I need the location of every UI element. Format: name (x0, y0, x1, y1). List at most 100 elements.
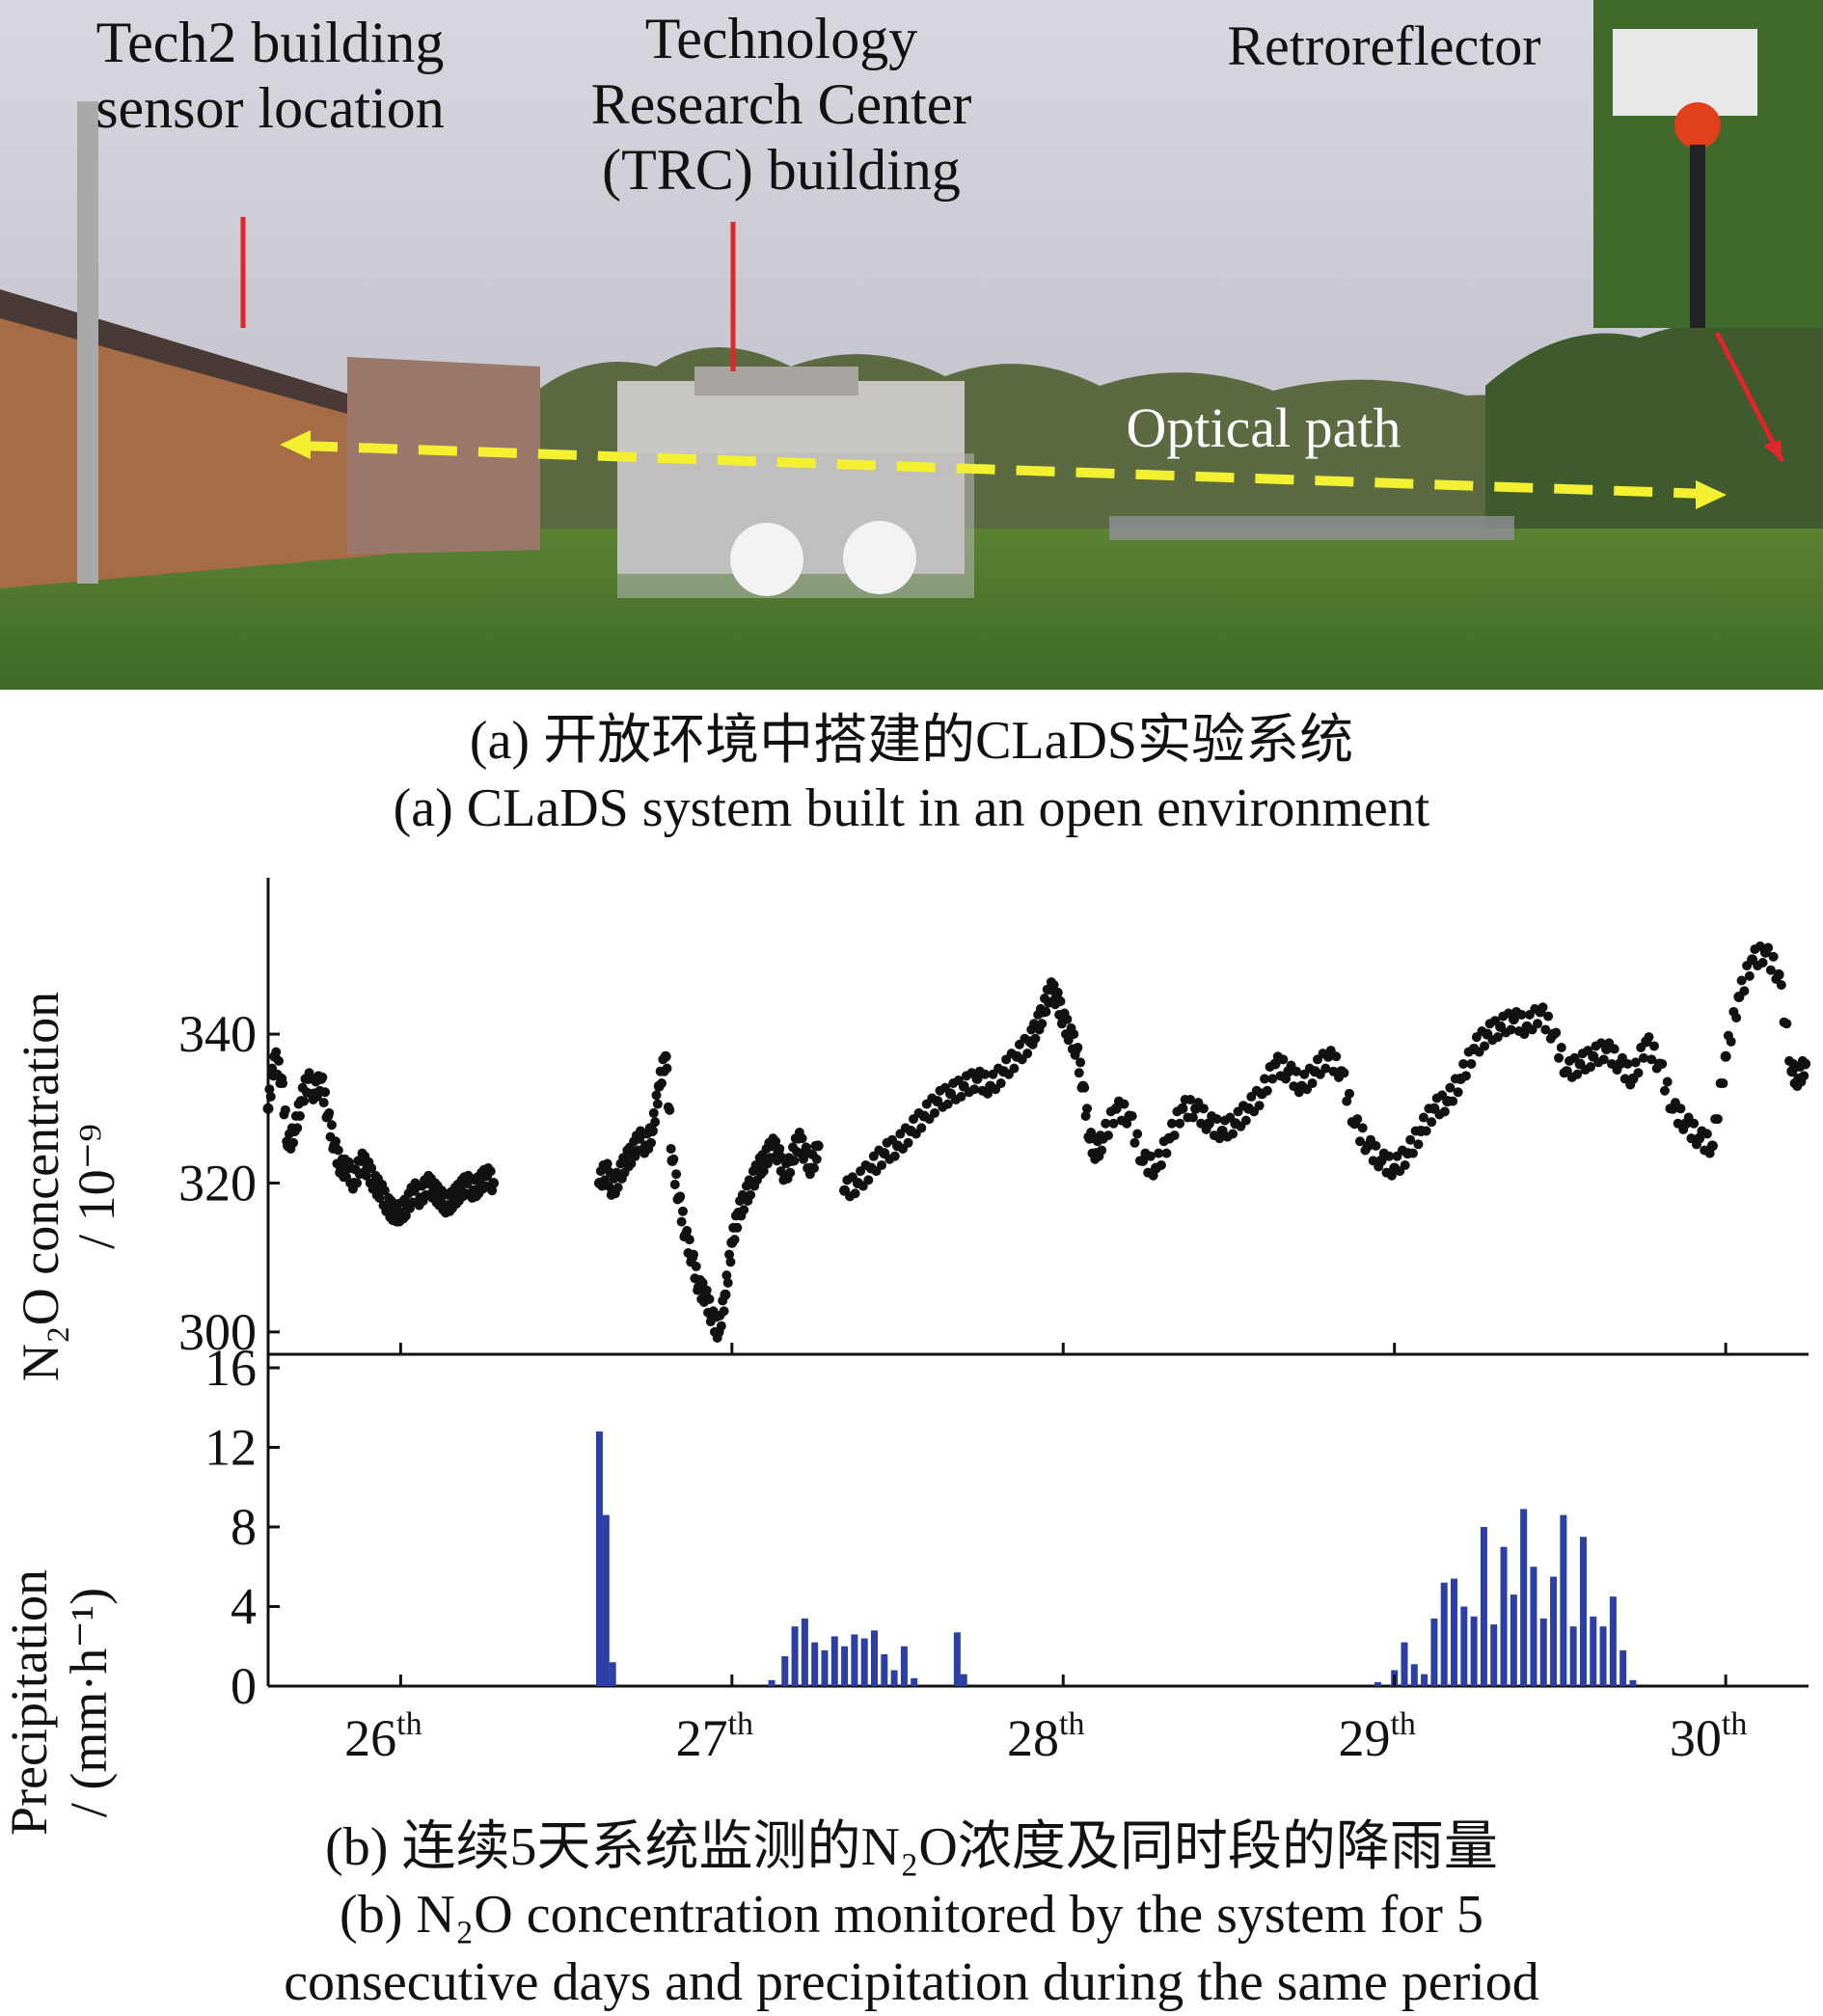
concentration-point (1079, 1082, 1090, 1093)
concentration-point (400, 1211, 411, 1221)
caption-a-english: (a) CLaDS system built in an open enviro… (393, 778, 1430, 838)
concentration-point (1744, 970, 1755, 981)
concentration-point (660, 1050, 671, 1062)
concentration-point (326, 1120, 337, 1131)
concentration-point (811, 1154, 822, 1164)
precipitation-bar (890, 1670, 898, 1686)
concentration-point (1537, 1002, 1548, 1013)
concentration-point (1757, 957, 1768, 967)
precipitation-bar (1530, 1566, 1537, 1686)
precipitation-ytick-label: 8 (231, 1498, 257, 1556)
concentration-point (1127, 1111, 1137, 1121)
concentration-point (684, 1235, 694, 1245)
concentration-point (485, 1166, 496, 1177)
x-axis: 26th 27th 28th 29th 30th (344, 1343, 1747, 1767)
concentration-point (1448, 1096, 1458, 1106)
concentration-point (292, 1123, 303, 1133)
concentration-point (812, 1140, 824, 1152)
concentration-point (1154, 1148, 1164, 1158)
concentration-point (1022, 1049, 1033, 1059)
precipitation-bar (595, 1431, 603, 1686)
precipitation-ytick-label: 0 (231, 1657, 257, 1715)
concentration-point (889, 1151, 900, 1161)
concentration-point (299, 1096, 310, 1106)
precipitation-ytick-label: 4 (231, 1578, 257, 1636)
concentration-point (1739, 986, 1750, 996)
concentration-point (732, 1222, 743, 1233)
concentration-point (1009, 1063, 1020, 1074)
concentration-point (1175, 1118, 1185, 1129)
concentration-point (1659, 1085, 1670, 1096)
concentration-point (1081, 1103, 1092, 1114)
concentration-point (1540, 1024, 1551, 1035)
concentration-point (1352, 1114, 1363, 1125)
precipitation-bar (1410, 1664, 1418, 1686)
concentration-point (288, 1137, 299, 1148)
x-tick-label: 27th (676, 1706, 753, 1767)
concentration-plot: 300 320 340 (178, 878, 1811, 1686)
concentration-point (1371, 1140, 1381, 1151)
concentration-point (1320, 1063, 1331, 1074)
precipitation-bar (1500, 1546, 1508, 1686)
concentration-point (995, 1078, 1006, 1089)
concentration-point (1102, 1131, 1113, 1141)
precipitation-bar (1451, 1578, 1458, 1686)
precipitation-bar (1599, 1626, 1607, 1686)
precipitation-bar (1619, 1649, 1627, 1686)
concentration-point (1101, 1118, 1111, 1129)
precipitation-bar (870, 1630, 878, 1686)
concentration-point (722, 1277, 733, 1288)
concentration-point (1037, 1019, 1048, 1029)
concentration-point (657, 1078, 667, 1089)
concentration-point (646, 1137, 657, 1148)
concentration-point (697, 1277, 708, 1288)
concentration-point (1773, 968, 1784, 980)
concentration-point (265, 1091, 276, 1102)
precipitation-bar (609, 1662, 616, 1686)
concentration-point (1551, 1027, 1562, 1038)
precipitation-bar (900, 1646, 908, 1686)
concentration-point (1185, 1095, 1196, 1105)
retroreflector-label: Retroreflector (1227, 14, 1541, 77)
precipitation-bar (1510, 1594, 1517, 1686)
concentration-point (1662, 1076, 1673, 1087)
precipitation-bar (953, 1632, 961, 1686)
concentration-point (1445, 1082, 1456, 1093)
concentration-point (739, 1205, 749, 1215)
concentration-point (1726, 1036, 1736, 1047)
concentration-point (720, 1289, 731, 1300)
precipitation-bar (1490, 1624, 1498, 1686)
concentration-point (1041, 1006, 1051, 1017)
concentration-point (1339, 1068, 1349, 1078)
concentration-point (1413, 1139, 1424, 1150)
concentration-point (704, 1294, 715, 1304)
concentration-point (324, 1107, 335, 1118)
concentration-point (1776, 980, 1786, 991)
concentration-point (662, 1063, 672, 1074)
concentration-point (352, 1178, 363, 1188)
concentration-point (1267, 1074, 1278, 1084)
concentration-point (1055, 996, 1066, 1007)
precipitation-bar (841, 1646, 849, 1686)
concentration-point (1156, 1159, 1166, 1170)
concentration-point (1554, 1052, 1565, 1063)
concentration-point (1800, 1058, 1811, 1070)
precipitation-ytick-label: 12 (204, 1419, 257, 1477)
concentration-point (271, 1047, 282, 1057)
concentration-point (652, 1099, 663, 1109)
concentration-point (1720, 1050, 1731, 1062)
concentration-point (671, 1169, 682, 1180)
bushes-right (1485, 320, 1823, 579)
concentration-point (320, 1087, 331, 1098)
concentration-point (1052, 987, 1063, 997)
concentration-point (1119, 1099, 1129, 1109)
concentration-point (1763, 942, 1774, 953)
precipitation-bar (1470, 1616, 1478, 1686)
site-photo-illustration (0, 0, 1823, 690)
concentration-point (916, 1123, 927, 1133)
precipitation-bar (911, 1677, 918, 1686)
concentration-point (612, 1183, 623, 1193)
precipitation-bar (801, 1618, 808, 1686)
concentration-point (1506, 1024, 1516, 1035)
x-tick-label: 30th (1670, 1706, 1747, 1767)
